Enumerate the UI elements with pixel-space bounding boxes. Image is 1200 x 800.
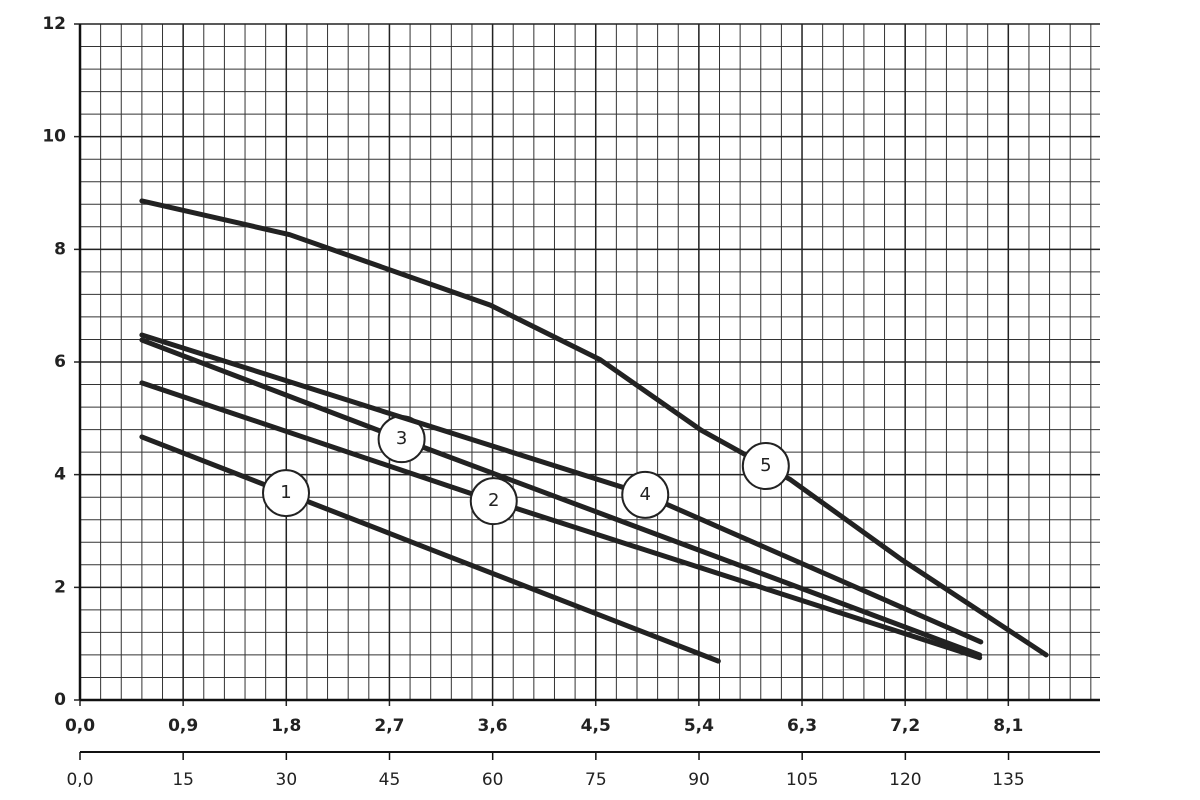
y-tick-label: 4	[54, 465, 66, 485]
curve-label: 3	[396, 428, 407, 449]
x2-tick-label: 105	[786, 770, 818, 790]
x-tick-label: 6,3	[787, 716, 817, 736]
curve	[139, 380, 983, 661]
x-tick-label: 3,6	[478, 716, 508, 736]
x2-tick-label: 135	[992, 770, 1024, 790]
y-tick-label: 12	[42, 14, 66, 34]
x2-tick-label: 60	[482, 770, 504, 790]
x2-tick-label: 15	[172, 770, 194, 790]
x2-tick-label: 120	[889, 770, 921, 790]
curve-label: 4	[640, 484, 651, 505]
y-tick-label: 2	[54, 577, 66, 597]
x-tick-label: 7,2	[890, 716, 920, 736]
curve-label-circle	[469, 477, 518, 526]
x-tick-label: 4,5	[581, 716, 611, 736]
x-tick-label: 1,8	[271, 716, 301, 736]
x-tick-label: 0,0	[65, 716, 95, 736]
y-tick-label: 0	[54, 690, 66, 710]
curve-label: 1	[280, 482, 291, 503]
curve-label: 5	[760, 455, 771, 476]
curve	[139, 198, 1049, 658]
x-tick-label: 0,9	[168, 716, 198, 736]
y-tick-label: 10	[42, 127, 66, 147]
x2-tick-label: 0,0	[66, 770, 93, 790]
curve	[139, 434, 721, 664]
x2-tick-label: 90	[688, 770, 710, 790]
curve-label: 2	[488, 490, 499, 511]
curve-label-circle	[741, 442, 790, 491]
x2-tick-label: 45	[379, 770, 401, 790]
x2-tick-label: 75	[585, 770, 607, 790]
x-tick-label: 8,1	[993, 716, 1023, 736]
curve-label-circle	[262, 469, 311, 518]
x-tick-label: 2,7	[374, 716, 404, 736]
y-tick-label: 6	[54, 352, 66, 372]
x-tick-label: 5,4	[684, 716, 714, 736]
x2-tick-label: 30	[276, 770, 298, 790]
y-tick-label: 8	[54, 239, 66, 259]
curve-label-circle	[621, 470, 670, 519]
